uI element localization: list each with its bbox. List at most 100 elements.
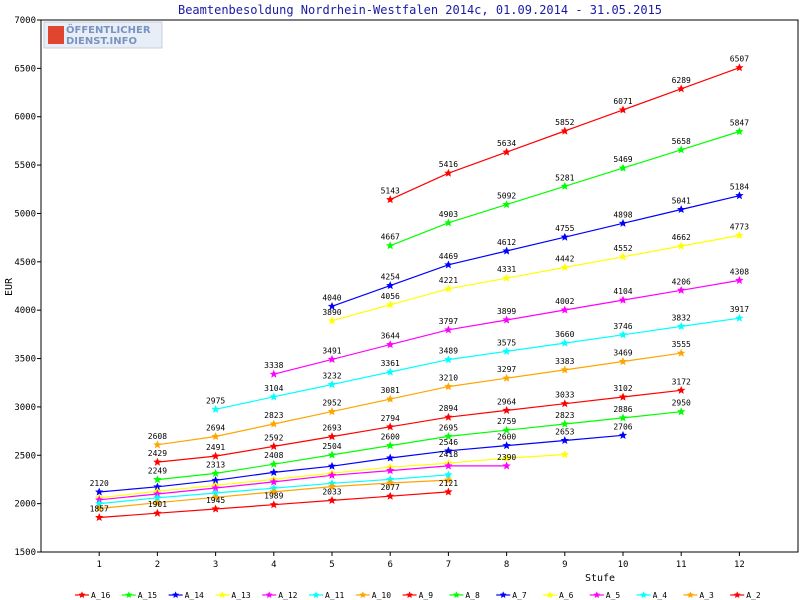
data-point [502, 461, 511, 470]
legend-label: A_13 [231, 591, 250, 600]
legend-label: A_15 [138, 591, 157, 600]
data-point [444, 487, 453, 496]
legend-label: A_6 [559, 591, 574, 600]
legend-label: A_12 [278, 591, 297, 600]
data-label: 4898 [613, 210, 632, 219]
data-point [327, 432, 337, 441]
data-label: 3081 [381, 386, 400, 395]
data-point [386, 300, 395, 309]
data-point [618, 392, 628, 401]
y-tick-label: 4000 [14, 306, 36, 316]
data-point [560, 181, 569, 190]
series-a-5 [95, 461, 511, 504]
y-axis-label: EUR [4, 277, 15, 296]
series-line [331, 195, 740, 307]
data-point [153, 475, 162, 484]
logo-mark [48, 26, 64, 44]
data-point [269, 369, 278, 378]
x-tick-label: 2 [155, 560, 160, 570]
data-label: 2950 [672, 399, 691, 408]
data-point [327, 316, 337, 325]
chart-title: Beamtenbesoldung Nordrhein-Westfalen 201… [178, 3, 662, 17]
legend-marker [452, 591, 461, 599]
series-line [273, 279, 740, 375]
data-point [211, 492, 220, 501]
x-tick-label: 7 [446, 560, 451, 570]
data-label: 2600 [381, 433, 400, 442]
data-point [327, 461, 337, 470]
legend-label: A_3 [699, 591, 714, 600]
y-tick-label: 7000 [14, 16, 36, 26]
series-line [99, 434, 624, 493]
data-label: 2695 [439, 423, 458, 432]
data-point [386, 241, 395, 250]
data-point [386, 394, 395, 403]
legend-label: A_16 [91, 591, 110, 600]
data-label: 4104 [613, 287, 632, 296]
logo: ÖFFENTLICHER DIENST.INFO [43, 21, 163, 49]
data-label: 2706 [613, 422, 632, 431]
data-label: 2390 [497, 453, 516, 462]
data-label: 6071 [613, 97, 632, 106]
data-label: 2823 [555, 411, 574, 420]
data-point [618, 218, 628, 227]
y-tick-label: 2000 [14, 500, 36, 510]
data-label: 3890 [322, 308, 341, 317]
data-point [677, 322, 686, 330]
x-tick-label: 9 [562, 560, 567, 570]
data-point [502, 246, 511, 255]
legend-marker [359, 591, 367, 599]
series-a-13 [327, 231, 744, 325]
plot-frame [40, 19, 799, 553]
data-label: 3660 [555, 330, 574, 339]
y-tick-label: 6000 [14, 113, 36, 123]
data-point [327, 450, 337, 459]
data-point [444, 412, 453, 421]
data-label: 2886 [613, 405, 632, 414]
data-label: 4331 [497, 265, 516, 274]
data-point [735, 191, 744, 200]
data-label: 4773 [730, 222, 749, 231]
data-point [327, 301, 337, 310]
data-label: 3102 [613, 384, 632, 393]
legend-label: A_9 [419, 591, 434, 600]
data-label: 2952 [322, 399, 341, 408]
series-line [99, 465, 507, 501]
data-label: 2693 [322, 424, 341, 433]
data-label: 2408 [264, 451, 283, 460]
data-label: 5184 [730, 183, 749, 192]
data-point [444, 355, 453, 364]
y-tick-label: 1500 [14, 548, 36, 558]
data-label: 2794 [381, 414, 400, 423]
x-tick-label: 3 [213, 560, 218, 570]
legend-item-a-12: A_12 [262, 591, 298, 600]
data-point [444, 446, 453, 455]
series-a-7 [95, 430, 628, 496]
data-point [386, 340, 395, 349]
y-tick-label: 3000 [14, 403, 36, 413]
data-label: 4221 [439, 276, 458, 285]
data-label: 3469 [613, 349, 632, 358]
y-tick-label: 3500 [14, 355, 36, 365]
data-label: 2418 [439, 450, 458, 459]
data-point [211, 469, 220, 477]
x-tick-label: 10 [618, 560, 629, 570]
data-point [618, 357, 628, 366]
x-tick-label: 5 [329, 560, 334, 570]
series-a-8 [153, 407, 686, 484]
data-point [444, 284, 453, 293]
data-label: 2653 [555, 427, 574, 436]
legend-item-a-4: A_4 [636, 591, 667, 600]
data-point [444, 461, 453, 470]
legend-item-a-11: A_11 [309, 591, 344, 600]
data-point [677, 241, 686, 250]
data-point [618, 295, 628, 304]
series-a-2 [95, 487, 453, 522]
data-point [444, 475, 453, 484]
data-label: 2033 [322, 487, 341, 496]
y-tick-label: 5500 [14, 161, 36, 171]
y-tick-label: 6500 [14, 64, 36, 74]
series-a-3 [95, 475, 453, 513]
x-tick-label: 1 [96, 560, 101, 570]
